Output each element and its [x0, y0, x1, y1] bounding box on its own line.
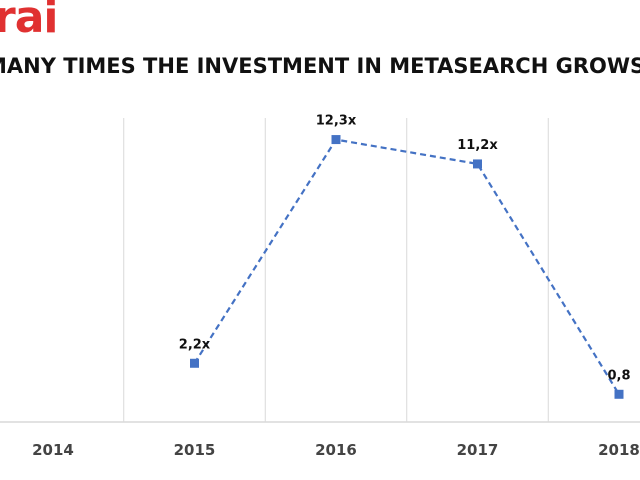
data-label: 12,3x — [316, 114, 357, 129]
x-tick-label: 2015 — [174, 441, 216, 459]
data-point — [190, 358, 199, 368]
x-tick-label: 2014 — [32, 441, 74, 459]
data-label: 0,8 — [607, 368, 630, 383]
chart-title: MANY TIMES THE INVESTMENT IN METASEARCH … — [0, 54, 640, 78]
brand-logo: rai — [0, 0, 58, 43]
series-line — [193, 138, 620, 395]
x-tick-label: 2017 — [457, 441, 499, 459]
data-label: 2,2x — [179, 337, 211, 352]
data-point — [331, 135, 341, 145]
x-tick-label: 2018 — [598, 441, 640, 459]
x-tick-label: 2016 — [315, 441, 357, 459]
data-point — [473, 159, 482, 169]
data-label: 11,2x — [457, 138, 498, 153]
data-point — [614, 389, 624, 399]
